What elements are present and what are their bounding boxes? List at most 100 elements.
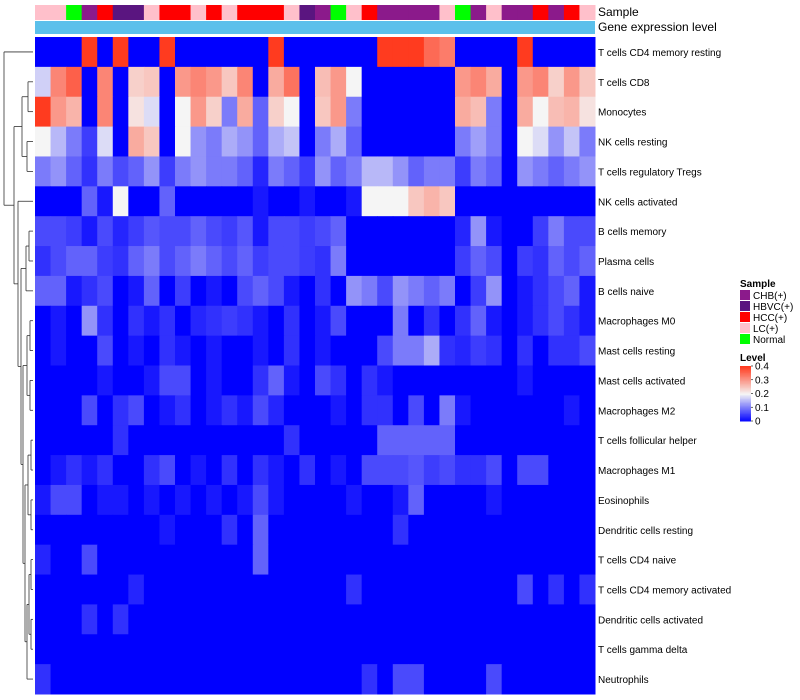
heatmap-cell: [579, 186, 596, 217]
heatmap-cell: [143, 305, 160, 337]
heatmap-cell: [237, 66, 254, 98]
heatmap-cell: [346, 126, 363, 157]
heatmap-cell: [237, 156, 254, 187]
heatmap-cell: [470, 335, 487, 366]
heatmap-cell: [455, 37, 472, 68]
heatmap-cell: [143, 455, 160, 486]
heatmap-cell: [501, 126, 518, 157]
legend-gradient-step: [740, 411, 751, 414]
heatmap-cell: [221, 514, 238, 546]
heatmap-cell: [439, 484, 456, 516]
legend-gradient-step: [740, 390, 751, 393]
heatmap-cell: [299, 484, 316, 516]
heatmap-cell: [532, 305, 549, 337]
heatmap-cell: [299, 544, 316, 576]
heatmap-cell: [175, 395, 192, 426]
heatmap-cell: [455, 186, 472, 217]
heatmap-cell: [548, 425, 565, 456]
heatmap-cell: [315, 634, 332, 665]
heatmap-cell: [470, 664, 487, 695]
heatmap-cell: [143, 544, 160, 576]
heatmap-cell: [423, 126, 440, 157]
heatmap-cell: [97, 455, 114, 486]
heatmap-cell: [439, 156, 456, 187]
heatmap-cell: [517, 335, 534, 366]
heatmap-cell: [128, 96, 145, 128]
heatmap-cell: [377, 365, 394, 396]
heatmap-cell: [392, 514, 409, 546]
heatmap-cell: [252, 425, 269, 456]
heatmap-cell: [486, 96, 503, 128]
sample-annotation-cell: [346, 5, 363, 20]
heatmap-cell: [252, 574, 269, 605]
heatmap-cell: [128, 305, 145, 337]
heatmap-cell: [439, 425, 456, 456]
heatmap-cell: [175, 37, 192, 68]
heatmap-cell: [252, 156, 269, 187]
heatmap-cell: [408, 425, 425, 456]
heatmap-cell: [35, 514, 52, 546]
heatmap-cell: [66, 455, 83, 486]
heatmap-cell: [35, 66, 52, 98]
heatmap-cell: [501, 335, 518, 366]
heatmap-cell: [66, 126, 83, 157]
heatmap-cell: [563, 126, 580, 157]
heatmap-cell: [252, 365, 269, 396]
heatmap-cell: [315, 425, 332, 456]
sample-annotation-cell: [268, 5, 285, 20]
heatmap-cell: [532, 216, 549, 247]
heatmap-cell: [175, 66, 192, 98]
heatmap-cell: [470, 186, 487, 217]
heatmap-cell: [532, 37, 549, 68]
heatmap-cell: [377, 246, 394, 277]
legend-gradient-step: [740, 415, 751, 418]
heatmap-cell: [128, 484, 145, 516]
heatmap-cell: [517, 246, 534, 277]
heatmap-cell: [237, 484, 254, 516]
heatmap-cell: [268, 664, 285, 695]
heatmap-cell: [206, 514, 223, 546]
heatmap-cell: [221, 365, 238, 396]
heatmap-cell: [50, 305, 67, 337]
heatmap-cell: [346, 186, 363, 217]
heatmap-cell: [361, 246, 378, 277]
heatmap-cell: [35, 156, 52, 187]
heatmap-cell: [563, 216, 580, 247]
heatmap-cell: [315, 365, 332, 396]
heatmap-cell: [563, 365, 580, 396]
heatmap-cell: [455, 455, 472, 486]
heatmap-cell: [221, 156, 238, 187]
heatmap-cell: [237, 305, 254, 337]
heatmap-cell: [35, 664, 52, 695]
heatmap-cell: [252, 604, 269, 635]
heatmap-cell: [206, 216, 223, 247]
heatmap-cell: [377, 96, 394, 128]
heatmap-cell: [35, 335, 52, 366]
legend-gradient-step: [740, 412, 751, 415]
heatmap-cell: [563, 246, 580, 277]
heatmap-cell: [517, 425, 534, 456]
heatmap-cell: [579, 455, 596, 486]
heatmap-cell: [501, 395, 518, 426]
heatmap-cell: [97, 544, 114, 576]
heatmap-cell: [423, 395, 440, 426]
heatmap-cell: [579, 246, 596, 277]
heatmap-cell: [237, 126, 254, 157]
heatmap-cell: [268, 126, 285, 157]
heatmap-cell: [315, 664, 332, 695]
legend-gradient-step: [740, 396, 751, 399]
heatmap-cell: [361, 455, 378, 486]
heatmap-cell: [315, 484, 332, 516]
heatmap-cell: [237, 574, 254, 605]
heatmap-cell: [408, 395, 425, 426]
heatmap-cell: [408, 455, 425, 486]
heatmap-cell: [439, 574, 456, 605]
heatmap-cell: [159, 514, 176, 546]
heatmap-cell: [221, 216, 238, 247]
heatmap-cell: [517, 514, 534, 546]
heatmap-cell: [190, 574, 207, 605]
heatmap-cell: [377, 305, 394, 337]
heatmap-cell: [470, 66, 487, 98]
heatmap-cell: [330, 544, 347, 576]
heatmap-cell: [408, 365, 425, 396]
